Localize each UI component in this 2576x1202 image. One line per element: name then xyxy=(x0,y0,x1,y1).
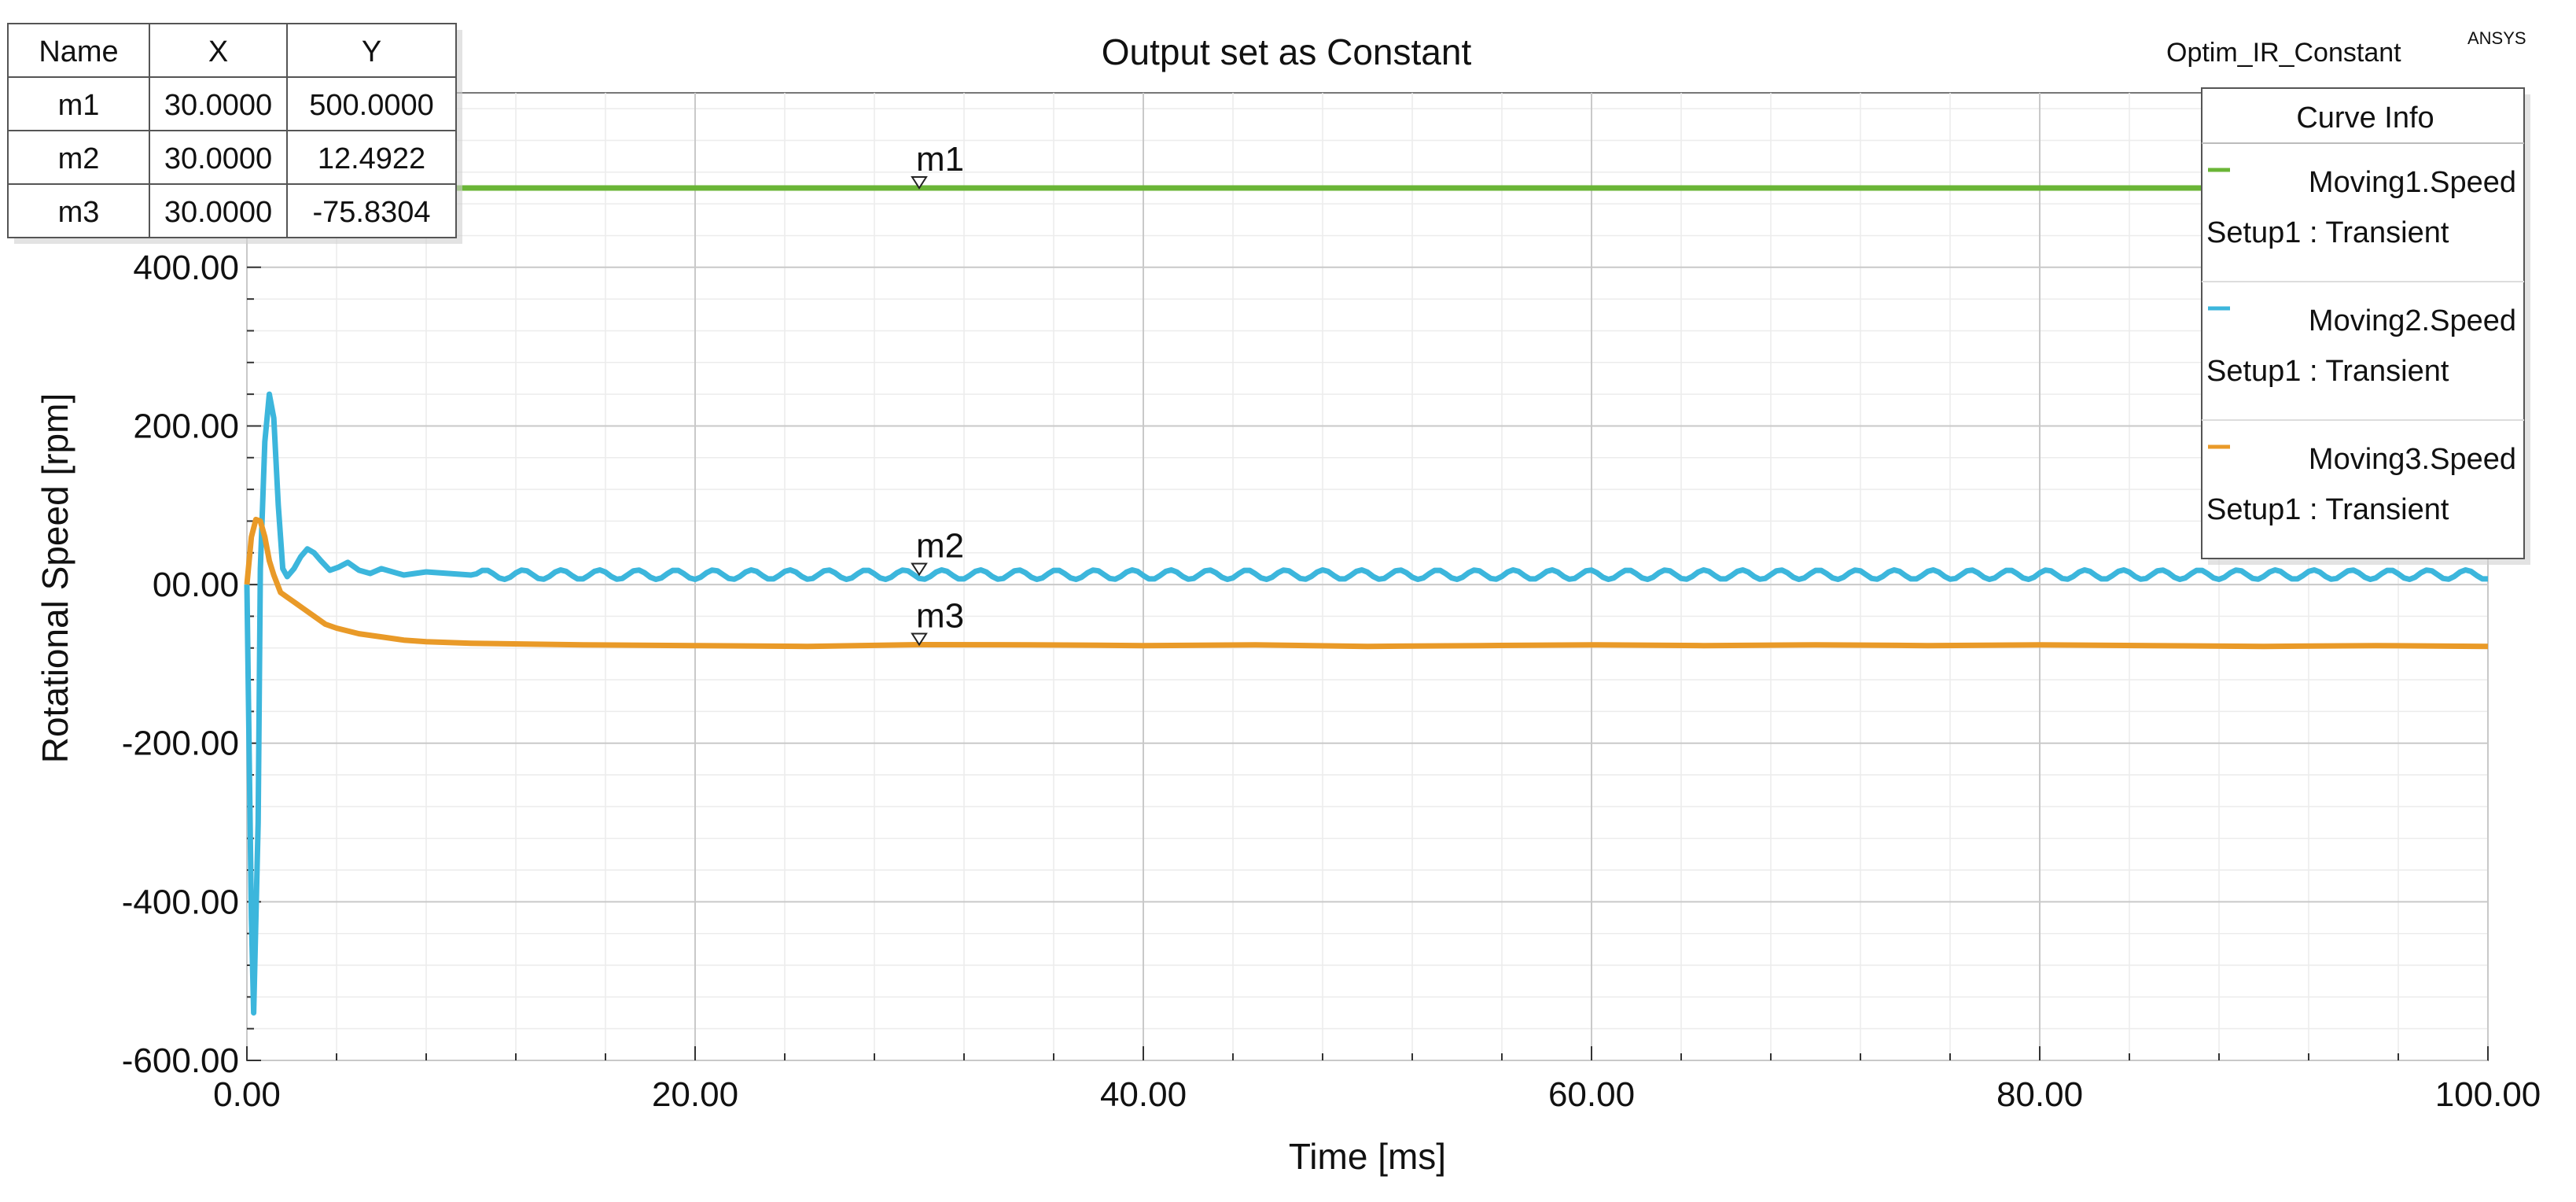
legend-frame xyxy=(2201,87,2525,559)
y-tick-label: -400.00 xyxy=(122,883,239,921)
marker-table-cell: 30.0000 xyxy=(164,142,272,175)
legend-entry-name: Moving1.Speed xyxy=(2309,166,2516,199)
ansys-logo: ANSYS xyxy=(2467,28,2526,48)
y-tick-label: -600.00 xyxy=(122,1042,239,1080)
x-tick-label: 20.00 xyxy=(652,1075,738,1114)
legend-entry-name: Moving3.Speed xyxy=(2309,443,2516,476)
x-tick-label: 60.00 xyxy=(1548,1075,1635,1114)
series-line-moving2-speed xyxy=(244,391,2488,1016)
y-tick-label: 400.00 xyxy=(133,249,239,287)
y-tick-label: 00.00 xyxy=(153,566,239,604)
marker-table-cell: 12.4922 xyxy=(318,142,425,175)
x-tick-label: 80.00 xyxy=(1996,1075,2083,1114)
marker-table-cell: 500.0000 xyxy=(309,89,434,122)
design-name: Optim_IR_Constant xyxy=(2166,38,2401,68)
chart-title: Output set as Constant xyxy=(1102,31,1472,72)
marker-table-header: X xyxy=(208,35,228,68)
marker-table-cell: m2 xyxy=(58,142,100,175)
marker-table[interactable]: Name X Ym1 30.0000 500.0000 m2 30.0000 12.4922 m… xyxy=(7,23,462,244)
x-tick-label: 0.00 xyxy=(213,1075,281,1114)
marker-m2-icon[interactable] xyxy=(911,562,928,577)
marker-m3-icon[interactable] xyxy=(911,632,928,647)
marker-m2-label: m2 xyxy=(916,526,964,565)
marker-table-cell: m3 xyxy=(58,196,100,229)
x-tick-label: 100.00 xyxy=(2435,1075,2541,1114)
y-axis-tick-labels: -600.00 -400.00 -200.00 00.00 200.00 400.00 xyxy=(122,249,239,1080)
y-tick-label: 200.00 xyxy=(133,407,239,445)
marker-table-header: Y xyxy=(362,35,381,68)
x-axis-title: Time [ms] xyxy=(1289,1136,1446,1177)
legend-title: Curve Info xyxy=(2296,101,2434,135)
marker-table-cell: 30.0000 xyxy=(164,196,272,229)
y-axis-title: Rotational Speed [rpm] xyxy=(35,393,75,764)
legend-entry-name: Moving2.Speed xyxy=(2309,304,2516,337)
marker-m1-icon[interactable] xyxy=(911,175,928,190)
marker-table-cells: Name X Ym1 30.0000 500.0000 m2 30.0000 12.4922 m… xyxy=(39,35,433,229)
series-layer xyxy=(244,185,2489,1016)
marker-table-grid xyxy=(8,24,456,238)
marker-table-cell: 30.0000 xyxy=(164,89,272,122)
y-tick-label: -200.00 xyxy=(122,725,239,763)
marker-m3-label: m3 xyxy=(916,597,964,636)
x-tick-label: 40.00 xyxy=(1100,1075,1187,1114)
marker-m1-label: m1 xyxy=(916,140,964,179)
marker-table-cell: m1 xyxy=(58,89,100,122)
markers-layer: m1 m2 m3 xyxy=(911,140,964,647)
marker-table-header: Name xyxy=(39,35,118,68)
x-axis-tick-labels: 0.00 20.00 40.00 60.00 80.00 100.00 xyxy=(213,1075,2541,1114)
legend-entry-sub: Setup1 : Transient xyxy=(2206,493,2449,526)
legend[interactable]: Curve Info Moving1.Speed Setup1 : Transie… xyxy=(2201,87,2530,565)
legend-entries: Moving1.Speed Setup1 : Transient Moving2.S… xyxy=(2202,166,2524,526)
marker-table-cell: -75.8304 xyxy=(312,196,430,229)
legend-entry-sub: Setup1 : Transient xyxy=(2206,216,2449,249)
legend-entry-sub: Setup1 : Transient xyxy=(2206,355,2449,388)
series-line-moving3-speed xyxy=(244,516,2489,650)
